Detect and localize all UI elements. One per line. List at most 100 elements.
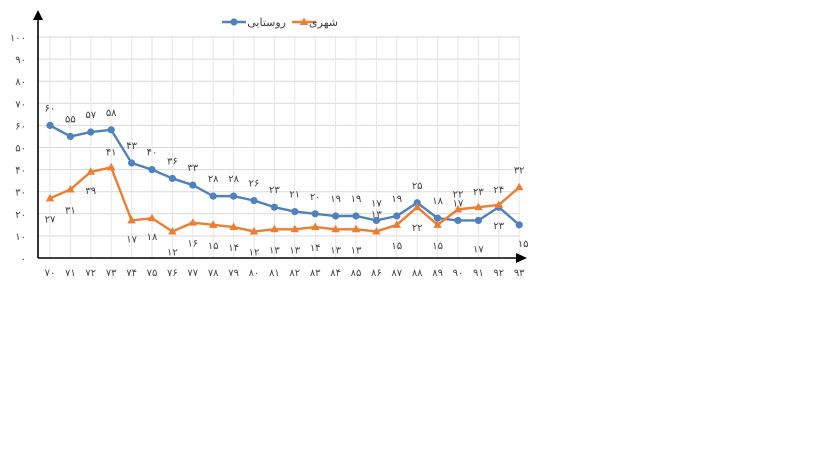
data-point [86,167,95,175]
data-point [352,212,360,220]
data-point [474,216,482,225]
x-tick-label: ۹۱ [473,268,484,279]
y-tick-labels: ۰ ۱۰ ۲۰ ۳۰ ۴۰ ۵۰ ۶۰ ۷۰ ۸۰ ۹۰ ۱۰۰ [10,33,26,265]
data-point [494,200,503,208]
data-label: ۵۷ [85,110,96,121]
x-tick-label: ۸۸ [412,268,423,279]
data-label: ۱۵ [518,239,529,250]
x-tick-label: ۷۸ [208,268,219,279]
data-label: ۱۴ [310,243,321,254]
y-tick-label: ۹۰ [15,55,26,66]
series-line-1 [49,166,520,233]
data-label: ۳۱ [65,205,76,216]
data-point [209,220,218,228]
data-point [372,226,381,235]
data-point [351,224,361,233]
data-label: ۴۰ [147,148,158,159]
data-point [434,214,442,222]
data-point [393,212,401,220]
data-point [311,222,320,231]
y-tick-label: ۷۰ [15,99,26,110]
data-point [372,216,380,225]
data-label: ۲۸ [208,174,219,185]
data-label: ۱۶ [187,239,198,250]
data-point [250,196,258,205]
x-tick-label: ۹۳ [514,268,525,279]
data-point [413,202,422,211]
data-point [66,184,75,193]
y-tick-label: ۵۰ [15,144,26,155]
data-label: ۱۳ [330,245,341,256]
data-point [392,220,401,228]
y-tick-label: ۱۰ [15,232,26,243]
data-label: ۱۳ [289,245,300,256]
data-point [127,215,136,224]
data-label: ۱۹ [330,194,341,205]
x-tick-label: ۸۹ [432,268,443,279]
data-label: ۲۸ [228,174,239,185]
data-label: ۳۹ [85,186,96,197]
data-label: ۴۱ [106,147,117,158]
x-tick-label: ۷۶ [167,268,178,279]
data-label: ۱۳ [351,245,362,256]
data-point [230,192,238,200]
data-point [515,221,523,229]
data-point [168,174,176,183]
data-point [515,182,524,191]
x-tick-label: ۸۲ [289,268,300,279]
data-label: ۱۵ [208,241,219,252]
x-tick-label: ۷۷ [187,268,198,279]
x-tick-label: ۹۲ [493,268,504,279]
x-tick-label: ۹۰ [453,268,464,279]
data-label: ۲۰ [310,192,321,203]
x-tick-label: ۸۳ [310,268,321,279]
x-tick-label: ۸۵ [351,268,362,279]
data-point [454,216,462,225]
legend: روستایی شهری [222,16,338,29]
data-label: ۲۴ [493,185,504,196]
data-label: ۱۳ [371,209,382,220]
x-axis-arrow [516,253,527,263]
data-label: ۲۳ [269,185,280,196]
data-point [189,181,197,189]
legend-marker [230,18,238,26]
data-label: ۴۳ [126,141,137,152]
x-tick-label: ۸۶ [371,268,382,279]
data-point [168,226,177,235]
data-point [45,193,55,202]
data-label: ۱۸ [432,196,443,207]
data-point [107,162,116,171]
legend-label: شهری [309,16,338,29]
series-lines [45,121,524,235]
data-label: ۲۲ [453,189,464,200]
data-point [331,224,340,233]
x-tick-label: ۷۰ [45,268,56,279]
data-label: ۲۶ [249,179,260,190]
data-point [66,132,74,141]
data-point [290,224,299,233]
data-point [229,222,238,231]
data-point [453,204,463,213]
data-label: ۲۷ [45,214,56,225]
x-tick-label: ۷۳ [106,268,117,279]
data-label: ۱۷ [371,198,382,209]
x-tick-label: ۸۱ [269,268,280,279]
data-point [209,192,217,200]
data-label: ۱۷ [126,234,137,245]
data-point [87,128,95,136]
data-label: ۱۵ [432,241,443,252]
data-point [46,121,54,129]
data-point [249,226,259,235]
x-tick-label: ۷۵ [147,268,158,279]
x-tick-label: ۸۷ [391,268,402,279]
legend-marker [299,17,309,25]
data-label: ۱۵ [391,241,402,252]
data-point [148,166,156,174]
data-label: ۳۳ [187,163,198,174]
data-label: ۲۵ [412,181,423,192]
data-point [291,207,299,216]
data-label: ۲۳ [493,221,504,232]
data-label: ۱۴ [228,243,239,254]
data-label: ۶۰ [45,103,56,114]
y-tick-label: ۰ [21,254,26,265]
